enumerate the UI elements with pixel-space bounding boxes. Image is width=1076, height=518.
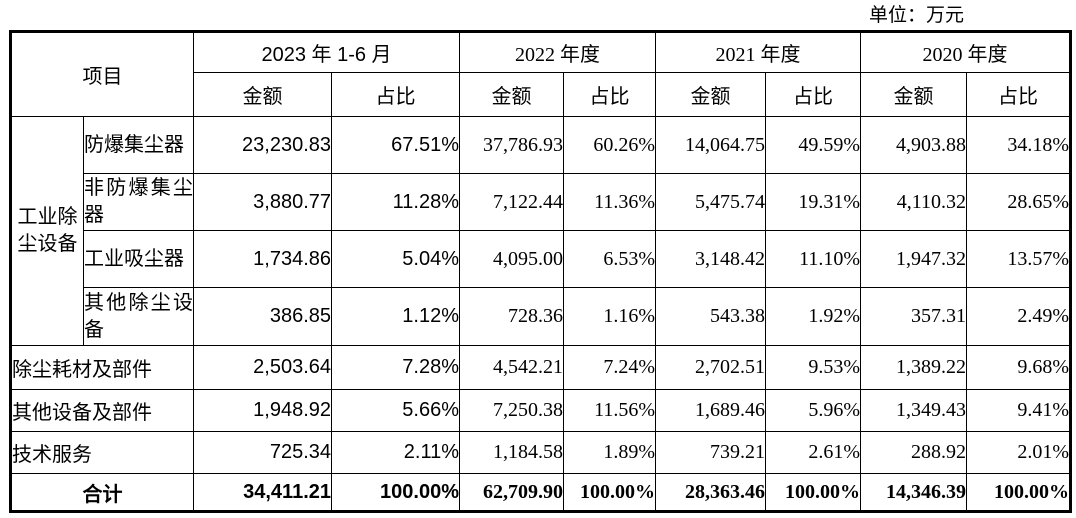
ratio-cell: 11.28% (330, 173, 461, 231)
ratio-cell: 2.61% (765, 431, 862, 474)
total-ratio-cell: 100.00% (563, 473, 657, 512)
ratio-cell: 11.36% (563, 173, 657, 231)
ratio-cell: 19.31% (765, 173, 862, 231)
total-amount-cell: 28,363.46 (655, 473, 767, 512)
amount-cell: 7,122.44 (459, 173, 565, 231)
ratio-cell: 34.18% (966, 116, 1072, 174)
header-period-2021: 2021 年度 (655, 31, 862, 73)
amount-cell: 2,503.64 (193, 345, 332, 390)
amount-cell: 543.38 (655, 287, 767, 346)
amount-cell: 357.31 (860, 287, 968, 346)
row-label: 其他除尘设备 (83, 287, 194, 346)
header-amount-2022: 金额 (459, 72, 565, 117)
ratio-cell: 11.10% (765, 230, 862, 288)
header-period-2020: 2020 年度 (860, 31, 1072, 73)
row-label: 非防爆集尘器 (83, 173, 194, 231)
ratio-cell: 2.11% (330, 431, 461, 474)
table-row: 其他设备及部件 1,948.92 5.66% 7,250.38 11.56% 1… (10, 389, 1072, 432)
group-label-industrial-dedusting: 工业除尘设备 (10, 116, 84, 346)
amount-cell: 739.21 (655, 431, 767, 474)
total-row: 合计 34,411.21 100.00% 62,709.90 100.00% 2… (10, 473, 1072, 512)
ratio-cell: 1.12% (330, 287, 461, 346)
amount-cell: 1,389.22 (860, 345, 968, 390)
ratio-cell: 9.53% (765, 345, 862, 390)
ratio-cell: 1.16% (563, 287, 657, 346)
unit-label: 单位：万元 (868, 5, 964, 26)
table-row: 除尘耗材及部件 2,503.64 7.28% 4,542.21 7.24% 2,… (10, 345, 1072, 390)
amount-cell: 2,702.51 (655, 345, 767, 390)
total-ratio-cell: 100.00% (966, 473, 1072, 512)
amount-cell: 728.36 (459, 287, 565, 346)
amount-cell: 23,230.83 (193, 116, 332, 174)
amount-cell: 37,786.93 (459, 116, 565, 174)
total-amount-cell: 14,346.39 (860, 473, 968, 512)
amount-cell: 3,880.77 (193, 173, 332, 231)
total-ratio-cell: 100.00% (765, 473, 862, 512)
total-label: 合计 (10, 473, 194, 512)
ratio-cell: 9.41% (966, 389, 1072, 432)
table-row: 技术服务 725.34 2.11% 1,184.58 1.89% 739.21 … (10, 431, 1072, 474)
amount-cell: 4,903.88 (860, 116, 968, 174)
amount-cell: 288.92 (860, 431, 968, 474)
ratio-cell: 49.59% (765, 116, 862, 174)
ratio-cell: 11.56% (563, 389, 657, 432)
header-ratio-2022: 占比 (563, 72, 657, 117)
header-ratio-2023: 占比 (330, 72, 461, 117)
ratio-cell: 13.57% (966, 230, 1072, 288)
ratio-cell: 28.65% (966, 173, 1072, 231)
amount-cell: 5,475.74 (655, 173, 767, 231)
ratio-cell: 2.49% (966, 287, 1072, 346)
amount-cell: 1,349.43 (860, 389, 968, 432)
row-label: 工业吸尘器 (83, 230, 194, 288)
amount-cell: 14,064.75 (655, 116, 767, 174)
header-amount-2021: 金额 (655, 72, 767, 117)
header-row-periods: 项目 2023 年 1-6 月 2022 年度 2021 年度 2020 年度 (10, 31, 1072, 117)
table-row: 其他除尘设备 386.85 1.12% 728.36 1.16% 543.38 … (11, 287, 1072, 346)
header-amount-2020: 金额 (860, 72, 968, 117)
ratio-cell: 7.28% (330, 345, 461, 390)
total-amount-cell: 34,411.21 (193, 473, 332, 512)
amount-cell: 4,542.21 (459, 345, 565, 390)
total-ratio-cell: 100.00% (330, 473, 461, 512)
amount-cell: 1,947.32 (860, 230, 968, 288)
ratio-cell: 1.92% (765, 287, 862, 346)
amount-cell: 4,095.00 (459, 230, 565, 288)
table-row: 工业吸尘器 1,734.86 5.04% 4,095.00 6.53% 3,14… (11, 230, 1072, 288)
revenue-breakdown-table: 项目 2023 年 1-6 月 2022 年度 2021 年度 2020 年度 … (9, 30, 1073, 513)
header-period-2022: 2022 年度 (459, 31, 657, 73)
header-ratio-2020: 占比 (966, 72, 1072, 117)
ratio-cell: 7.24% (563, 345, 657, 390)
ratio-cell: 2.01% (966, 431, 1072, 474)
ratio-cell: 60.26% (563, 116, 657, 174)
ratio-cell: 5.04% (330, 230, 461, 288)
ratio-cell: 1.89% (563, 431, 657, 474)
header-item: 项目 (10, 31, 194, 117)
row-label: 除尘耗材及部件 (10, 345, 194, 390)
row-label: 其他设备及部件 (10, 389, 194, 432)
ratio-cell: 67.51% (330, 116, 461, 174)
ratio-cell: 5.66% (330, 389, 461, 432)
header-period-2023: 2023 年 1-6 月 (192, 31, 461, 73)
table-row: 工业除尘设备 防爆集尘器 23,230.83 67.51% 37,786.93 … (10, 116, 1072, 346)
header-row-measures: 金额 占比 金额 占比 金额 占比 金额 占比 (11, 72, 1072, 117)
table-row: 非防爆集尘器 3,880.77 11.28% 7,122.44 11.36% 5… (11, 173, 1072, 231)
ratio-cell: 6.53% (563, 230, 657, 288)
amount-cell: 7,250.38 (459, 389, 565, 432)
total-amount-cell: 62,709.90 (459, 473, 565, 512)
header-amount-2023: 金额 (193, 72, 332, 117)
row-label: 防爆集尘器 (83, 116, 194, 174)
ratio-cell: 5.96% (765, 389, 862, 432)
amount-cell: 1,184.58 (459, 431, 565, 474)
header-ratio-2021: 占比 (765, 72, 862, 117)
ratio-cell: 9.68% (966, 345, 1072, 390)
amount-cell: 1,734.86 (193, 230, 332, 288)
amount-cell: 386.85 (193, 287, 332, 346)
amount-cell: 3,148.42 (655, 230, 767, 288)
row-label: 技术服务 (10, 431, 194, 474)
amount-cell: 1,689.46 (655, 389, 767, 432)
amount-cell: 4,110.32 (860, 173, 968, 231)
amount-cell: 1,948.92 (193, 389, 332, 432)
amount-cell: 725.34 (193, 431, 332, 474)
